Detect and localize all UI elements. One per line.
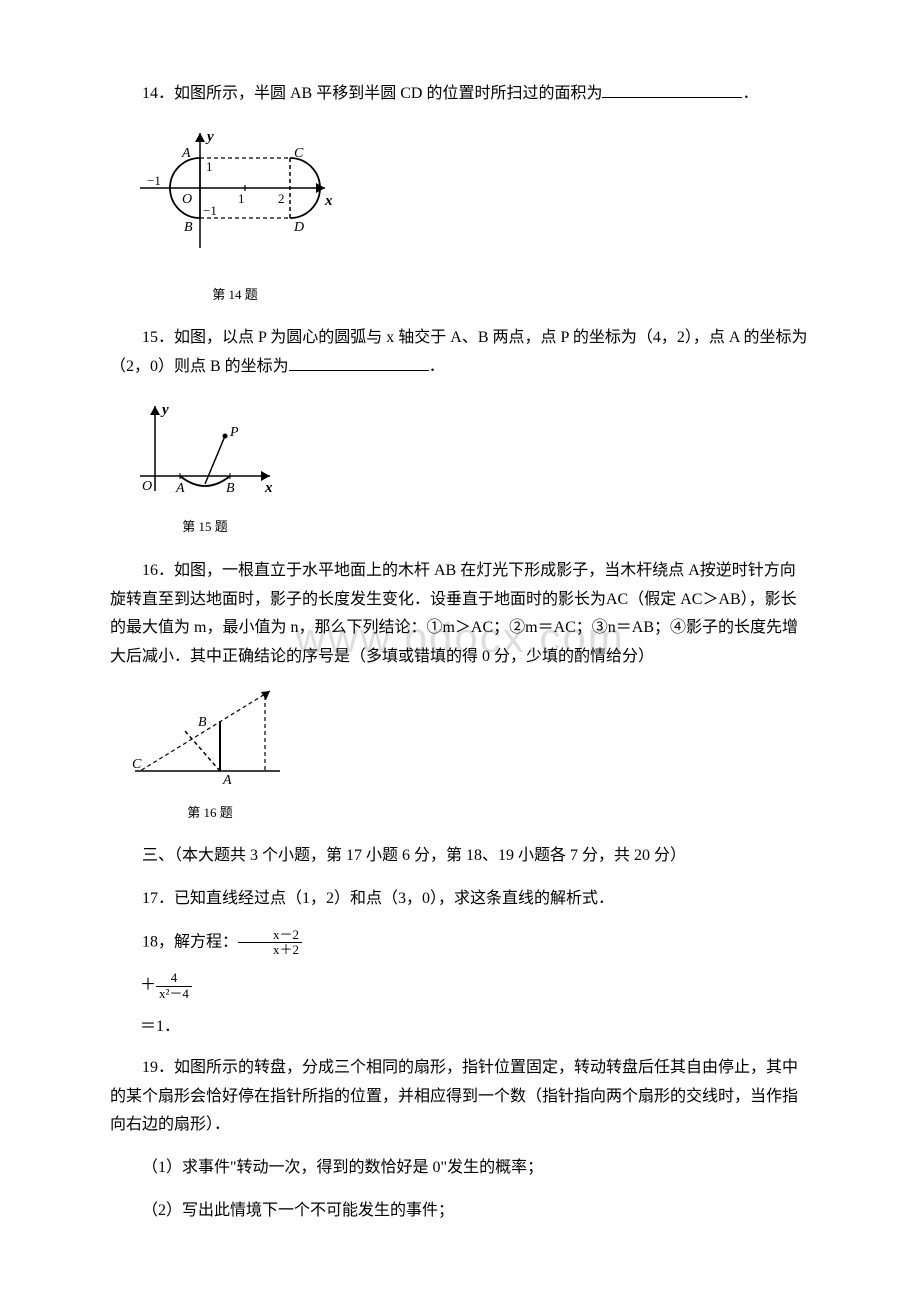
q18-prefix: 18，解方程：	[142, 933, 238, 950]
svg-text:B: B	[198, 715, 207, 730]
q14-svg: y x A C B D O 1 −1 1 2 −1	[130, 123, 340, 268]
q18-frac2: 4x²－4	[156, 971, 192, 1001]
page-content: 14．如图所示，半圆 AB 平移到半圆 CD 的位置时所扫过的面积为 ． y x …	[110, 80, 810, 1226]
q19-text: 19．如图所示的转盘，分成三个相同的扇形，指针位置固定，转动转盘后任其自由停止，…	[110, 1054, 810, 1140]
q14-figure: y x A C B D O 1 −1 1 2 −1 第 14 题	[130, 123, 810, 306]
q14-label-A: A	[181, 146, 191, 161]
q19-sub2: （2）写出此情境下一个不可能发生的事件；	[110, 1197, 810, 1226]
svg-text:y: y	[160, 402, 169, 418]
q15-blank	[289, 355, 429, 371]
q14-label-1x: 1	[238, 191, 245, 206]
q14-blank	[602, 82, 742, 98]
q15-svg: y x O A B P	[130, 396, 280, 501]
svg-text:A: A	[175, 481, 185, 496]
svg-text:C: C	[132, 757, 142, 772]
q16-figure: B A C 第 16 题	[130, 686, 810, 824]
q14-label-D: D	[293, 220, 304, 235]
q18-line1: 18，解方程：x－2x＋2	[110, 928, 810, 958]
q14-label-m1y: −1	[203, 203, 217, 218]
q14-text: 14．如图所示，半圆 AB 平移到半圆 CD 的位置时所扫过的面积为 ．	[110, 80, 810, 109]
q14-label-y: y	[205, 129, 214, 145]
q15-caption: 第 15 题	[130, 515, 280, 538]
q14-body: 14．如图所示，半圆 AB 平移到半圆 CD 的位置时所扫过的面积为	[142, 85, 602, 102]
q17-text: 17．已知直线经过点（1，2）和点（3，0），求这条直线的解析式．	[110, 885, 810, 914]
q14-label-2x: 2	[278, 191, 285, 206]
svg-text:A: A	[222, 773, 232, 786]
q14-label-1y: 1	[206, 159, 213, 174]
q14-suffix: ．	[742, 85, 758, 102]
q14-caption: 第 14 题	[130, 283, 340, 306]
q14-label-C: C	[294, 146, 304, 161]
q16-svg: B A C	[130, 686, 290, 786]
q15-text: 15．如图，以点 P 为圆心的圆弧与 x 轴交于 A、B 两点，点 P 的坐标为…	[110, 324, 810, 382]
q19-sub1: （1）求事件"转动一次，得到的数恰好是 0"发生的概率；	[110, 1154, 810, 1183]
q15-body: 15．如图，以点 P 为圆心的圆弧与 x 轴交于 A、B 两点，点 P 的坐标为…	[110, 329, 808, 375]
q18-plus: ＋	[140, 977, 156, 994]
svg-text:O: O	[142, 479, 152, 494]
svg-text:x: x	[264, 480, 273, 496]
q16-text: 16．如图，一根直立于水平地面上的木杆 AB 在灯光下形成影子，当木杆绕点 A按…	[110, 557, 810, 672]
q14-label-B: B	[184, 220, 193, 235]
q16-caption: 第 16 题	[130, 801, 290, 824]
section3-heading: 三、（本大题共 3 个小题，第 17 小题 6 分，第 18、19 小题各 7 …	[110, 842, 810, 871]
q14-label-x: x	[324, 193, 333, 209]
q15-suffix: ．	[429, 358, 445, 375]
q18-line3: ＝1．	[140, 1013, 810, 1042]
q15-figure: y x O A B P 第 15 题	[130, 396, 810, 539]
q14-label-O: O	[182, 192, 192, 207]
svg-text:P: P	[229, 425, 239, 440]
q18-frac1: x－2x＋2	[238, 928, 302, 958]
svg-text:B: B	[226, 481, 235, 496]
q14-label-m1: −1	[147, 173, 161, 188]
q18-line2: ＋4x²－4	[140, 971, 810, 1001]
